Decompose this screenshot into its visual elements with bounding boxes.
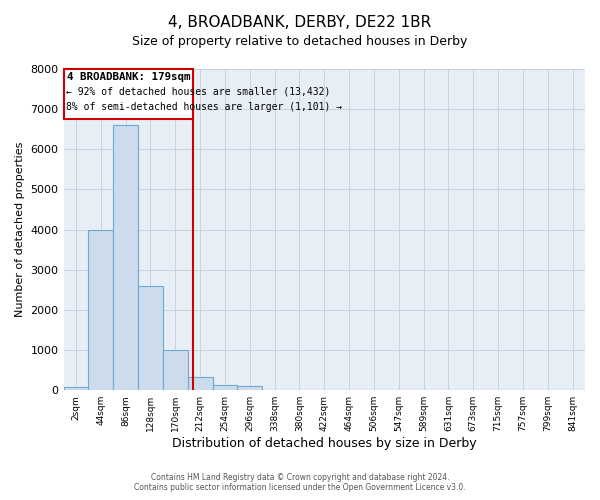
Text: 8% of semi-detached houses are larger (1,101) →: 8% of semi-detached houses are larger (1… xyxy=(66,102,342,112)
Bar xyxy=(238,386,262,390)
Text: 4 BROADBANK: 179sqm: 4 BROADBANK: 179sqm xyxy=(67,72,190,82)
X-axis label: Distribution of detached houses by size in Derby: Distribution of detached houses by size … xyxy=(172,437,476,450)
Bar xyxy=(188,376,212,390)
Text: Contains HM Land Registry data © Crown copyright and database right 2024.
Contai: Contains HM Land Registry data © Crown c… xyxy=(134,473,466,492)
Y-axis label: Number of detached properties: Number of detached properties xyxy=(15,142,25,318)
Bar xyxy=(163,350,188,390)
FancyBboxPatch shape xyxy=(64,69,193,119)
Text: 4, BROADBANK, DERBY, DE22 1BR: 4, BROADBANK, DERBY, DE22 1BR xyxy=(169,15,431,30)
Bar xyxy=(88,230,113,390)
Bar xyxy=(138,286,163,390)
Bar xyxy=(113,125,138,390)
Text: Size of property relative to detached houses in Derby: Size of property relative to detached ho… xyxy=(133,35,467,48)
Bar xyxy=(64,388,88,390)
Bar xyxy=(212,384,238,390)
Text: ← 92% of detached houses are smaller (13,432): ← 92% of detached houses are smaller (13… xyxy=(66,87,331,97)
